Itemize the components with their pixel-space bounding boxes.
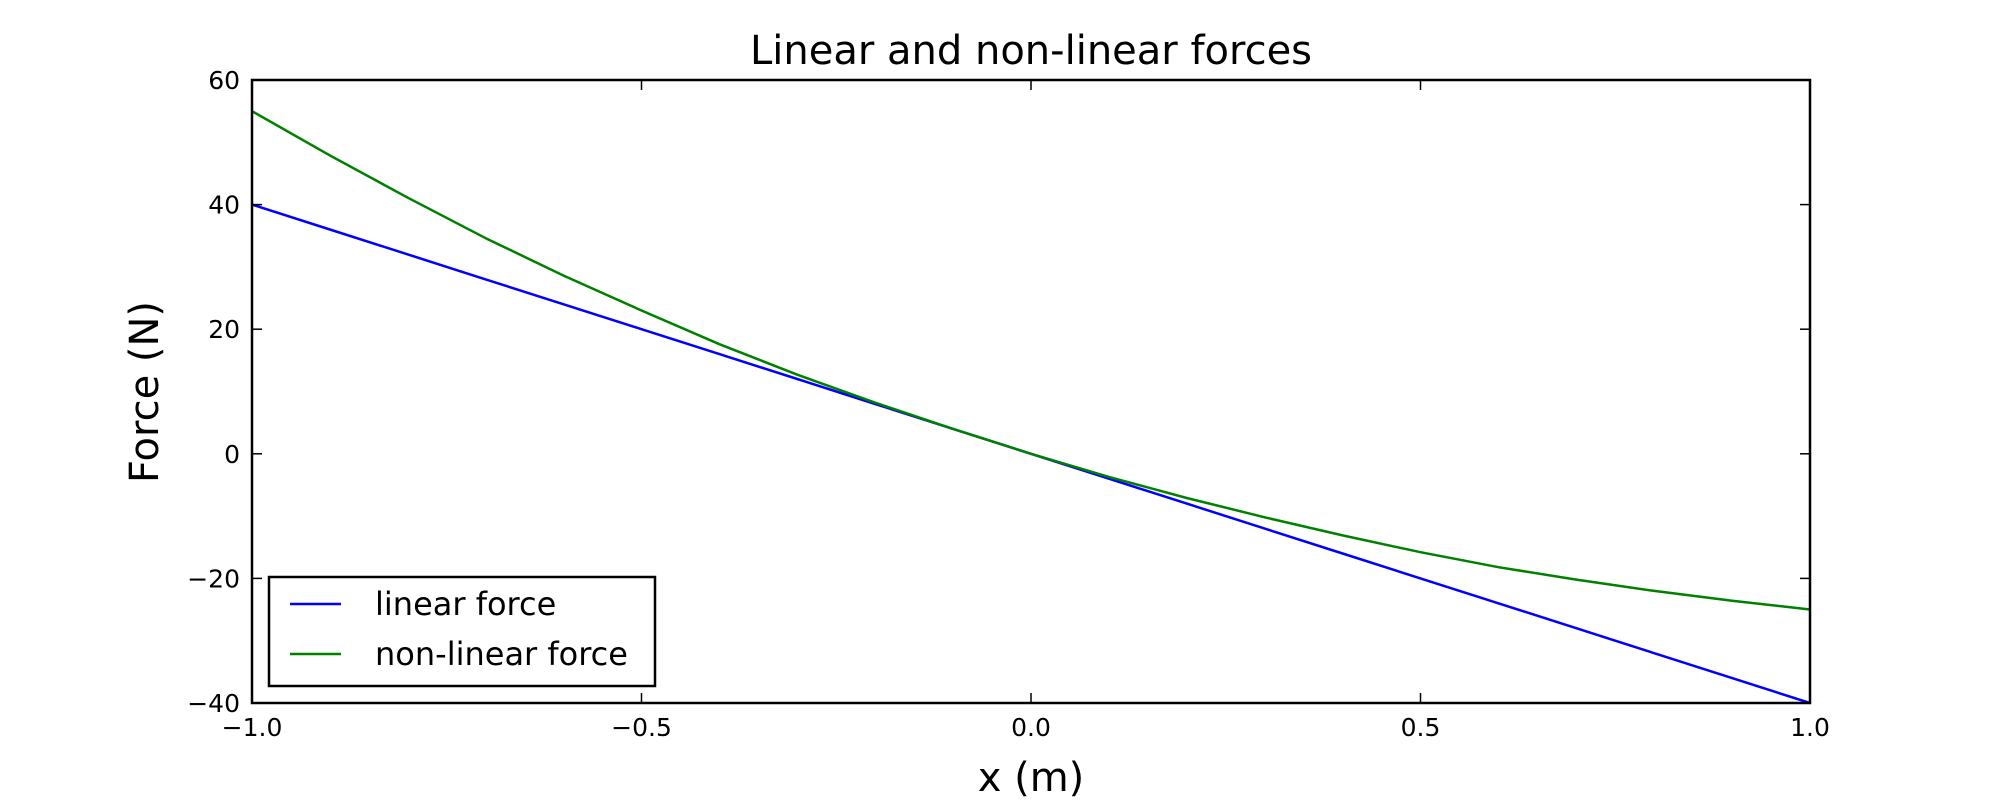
- y-tick-label: 20: [208, 315, 240, 344]
- x-tick-label: −1.0: [222, 713, 283, 742]
- legend-label-linear: linear force: [375, 585, 556, 623]
- x-tick-label: 1.0: [1790, 713, 1830, 742]
- series-layer: [251, 110, 1811, 705]
- y-tick-label: 0: [224, 440, 240, 469]
- y-tick-label: −20: [187, 564, 240, 593]
- legend: linear force non-linear force: [267, 575, 657, 688]
- chart-title: Linear and non-linear forces: [750, 28, 1312, 74]
- y-tick-label: −40: [187, 689, 240, 718]
- plot-frame: [250, 78, 1812, 705]
- x-tick-label: 0.5: [1401, 713, 1441, 742]
- y-axis-label: Force (N): [122, 301, 168, 483]
- y-tick-label: 40: [208, 191, 240, 220]
- x-tick-label: −0.5: [611, 713, 672, 742]
- y-tick-label: 60: [208, 66, 240, 95]
- x-axis-label: x (m): [978, 755, 1085, 800]
- series-line-non-linear-force: [251, 110, 1811, 611]
- legend-label-nonlinear: non-linear force: [375, 635, 628, 673]
- legend-frame: [267, 575, 657, 688]
- x-tick-label: 0.0: [1011, 713, 1051, 742]
